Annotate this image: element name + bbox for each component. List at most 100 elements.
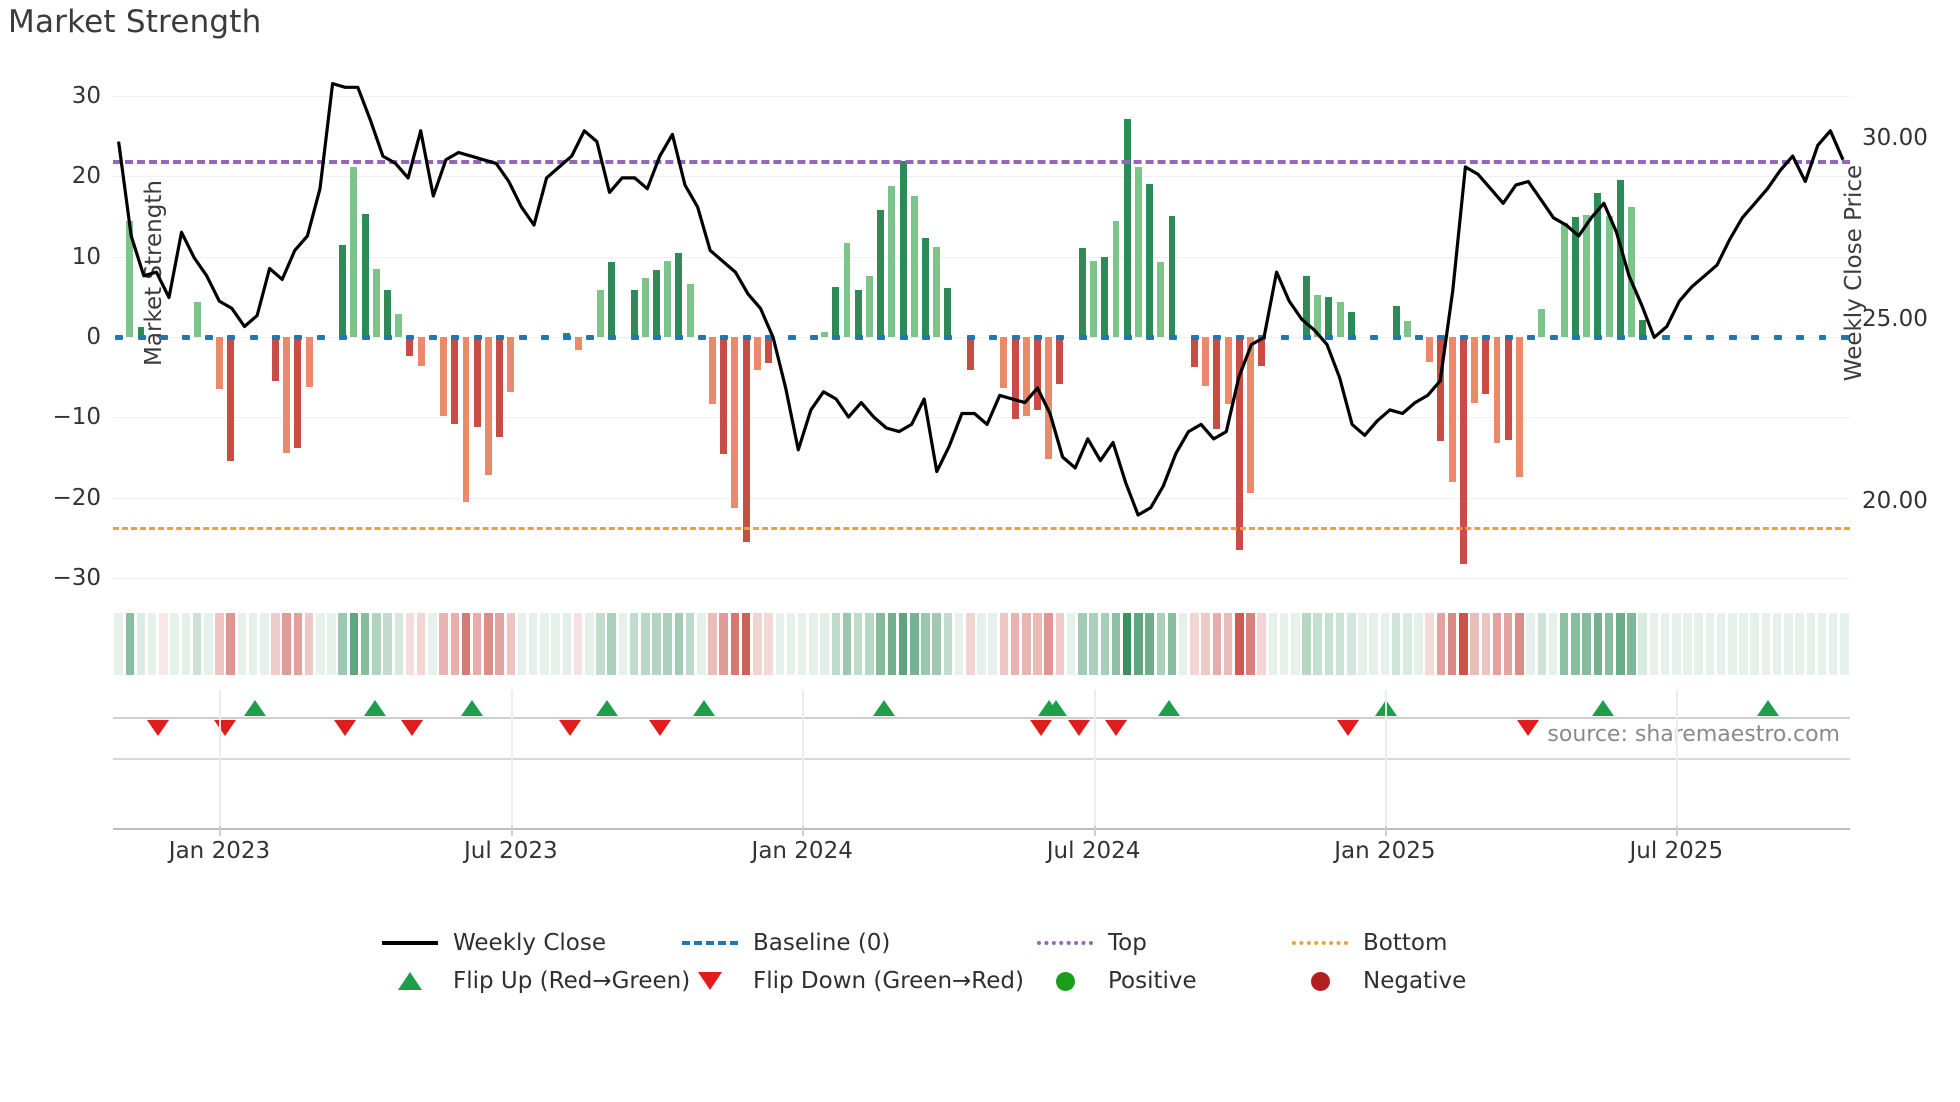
baseline-segment — [1213, 334, 1222, 340]
gridline — [113, 336, 1850, 338]
legend-label: Positive — [1108, 968, 1197, 994]
heatmap-cell — [1459, 613, 1468, 675]
strength-bar — [406, 336, 414, 357]
strength-bar — [1515, 336, 1523, 477]
legend-swatch-triangle-up — [380, 972, 440, 990]
baseline-segment — [249, 334, 258, 340]
heatmap-cell — [685, 613, 695, 675]
strength-bar — [664, 261, 672, 337]
baseline-segment — [1101, 334, 1110, 340]
heatmap-cell — [786, 613, 796, 675]
heatmap-cell — [1817, 613, 1827, 675]
legend-item[interactable]: Weekly Close — [380, 930, 606, 956]
legend-label: Flip Up (Red→Green) — [453, 968, 691, 994]
strength-bar — [1605, 215, 1613, 337]
heatmap-cell — [304, 613, 314, 675]
legend-item[interactable]: Flip Down (Green→Red) — [680, 968, 1024, 994]
gridline — [113, 176, 1850, 178]
legend-item[interactable]: Bottom — [1290, 930, 1447, 956]
strength-bar — [1616, 179, 1624, 337]
x-grid-guide — [1676, 690, 1679, 830]
heatmap-cell — [1447, 613, 1457, 675]
strength-bar — [597, 290, 604, 337]
heatmap-cell — [1795, 613, 1804, 675]
flip-up-marker — [1157, 700, 1180, 716]
heatmap-cell — [506, 613, 516, 675]
legend-item[interactable]: Positive — [1035, 968, 1197, 994]
strength-bar — [1034, 336, 1041, 411]
heatmap-cell — [136, 613, 146, 675]
baseline-segment — [630, 334, 639, 340]
baseline-segment — [1146, 334, 1155, 340]
x-axis-tick-mark — [1676, 826, 1679, 836]
heatmap-cell — [1044, 613, 1053, 675]
strength-bar — [272, 336, 279, 382]
heatmap-cell — [943, 613, 953, 675]
heatmap-cell — [865, 613, 874, 675]
strength-bar — [473, 336, 481, 427]
x-grid-guide — [219, 690, 222, 830]
heatmap-cell — [551, 613, 560, 675]
source-attribution: source: sharemaestro.com — [1547, 722, 1840, 747]
strength-bar — [1448, 336, 1456, 483]
heatmap-cell — [999, 613, 1009, 675]
baseline-segment — [451, 334, 460, 340]
baseline-segment — [1392, 334, 1401, 340]
legend-swatch-line — [380, 941, 440, 945]
heatmap-cell — [226, 613, 235, 675]
y-axis-left-tick-label: 30 — [71, 83, 101, 110]
baseline-segment — [1773, 334, 1782, 340]
legend-item[interactable]: Top — [1035, 930, 1147, 956]
flip-up-marker — [461, 700, 484, 716]
flip-up-marker — [873, 700, 896, 716]
heatmap-cell — [1649, 613, 1659, 675]
heatmap-cell — [954, 613, 964, 675]
baseline-segment — [899, 334, 908, 340]
heatmap-cell — [641, 613, 650, 675]
page-title: Market Strength — [8, 4, 262, 40]
legend-swatch-dashed — [680, 941, 740, 945]
heatmap-cell — [439, 613, 448, 675]
circle-icon — [1310, 971, 1330, 991]
flip-down-marker — [146, 720, 169, 736]
baseline-segment — [809, 334, 818, 340]
baseline-segment — [1796, 334, 1805, 340]
heatmap-cell — [1503, 613, 1513, 675]
strength-bar — [910, 196, 918, 337]
legend-item[interactable]: Negative — [1290, 968, 1466, 994]
heatmap-cell — [125, 613, 135, 675]
gridline — [113, 577, 1850, 579]
flip-up-marker — [364, 700, 387, 716]
heatmap-cell — [1571, 613, 1580, 675]
flip-down-marker — [214, 720, 237, 736]
baseline-segment — [720, 334, 729, 340]
x-axis-tick-mark — [1093, 826, 1096, 836]
heatmap-cell — [271, 613, 280, 675]
legend-item[interactable]: Flip Up (Red→Green) — [380, 968, 690, 994]
flip-down-marker — [558, 720, 581, 736]
baseline-segment — [1639, 334, 1648, 340]
lower-axes-panel: source: sharemaestro.com — [113, 690, 1850, 830]
heatmap-cell — [910, 613, 919, 675]
legend-item[interactable]: Baseline (0) — [680, 930, 890, 956]
heatmap-cell — [842, 613, 852, 675]
weekly-close-path — [117, 82, 1845, 517]
heatmap-cell — [1066, 613, 1076, 675]
strength-bar — [1426, 336, 1434, 362]
y-axis-left-tick-label: −10 — [52, 404, 101, 431]
strength-bar — [496, 336, 504, 438]
heatmap-cell — [1660, 613, 1670, 675]
strength-bar — [1045, 336, 1053, 460]
gridline — [113, 256, 1850, 258]
legend-swatch-dotted — [1290, 941, 1350, 945]
flip-down-marker — [1067, 720, 1090, 736]
baseline-segment — [115, 334, 124, 340]
strength-bar — [126, 220, 134, 337]
heatmap-cell — [876, 613, 885, 675]
legend-label: Bottom — [1363, 930, 1448, 956]
heatmap-cell — [1414, 613, 1423, 675]
strength-bar — [1594, 193, 1602, 337]
heatmap-cell — [1604, 613, 1614, 675]
baseline-segment — [1684, 334, 1693, 340]
strength-bar — [832, 287, 840, 337]
